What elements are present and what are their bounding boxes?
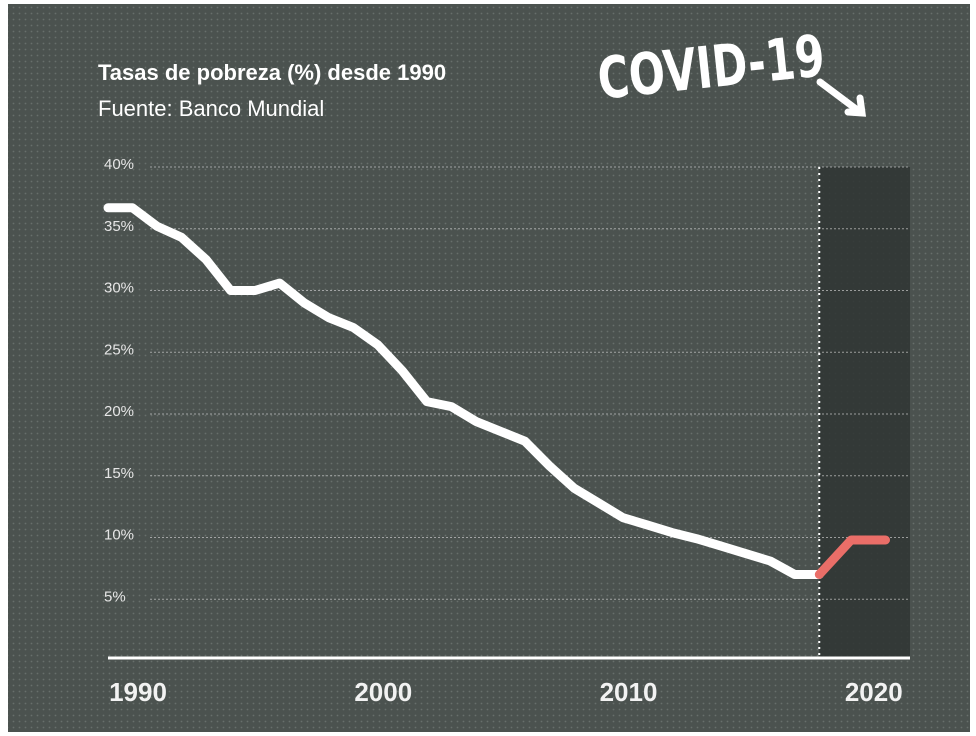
x-tick-label: 2010 xyxy=(600,677,658,707)
y-tick-label: 40% xyxy=(104,156,134,173)
y-tick-label: 30% xyxy=(104,280,134,297)
y-tick-label: 25% xyxy=(104,341,134,358)
chart-subtitle: Fuente: Banco Mundial xyxy=(98,96,324,121)
line-series xyxy=(103,203,824,579)
chart-title: Tasas de pobreza (%) desde 1990 xyxy=(98,60,446,85)
y-tick-label: 35% xyxy=(104,218,134,235)
y-tick-label: 20% xyxy=(104,403,134,420)
line-series xyxy=(814,535,890,579)
texture xyxy=(8,4,970,732)
x-tick-label: 2020 xyxy=(845,677,903,707)
y-tick-label: 5% xyxy=(104,588,126,605)
y-tick-label: 10% xyxy=(104,527,134,544)
x-tick-label: 2000 xyxy=(354,677,412,707)
y-tick-label: 15% xyxy=(104,465,134,482)
plot: 5% 10% 15% 20% 25% 30% 35% 40% 1990 2000 2010 2020 xyxy=(103,156,910,707)
covid-region xyxy=(819,167,910,658)
annotation-arrow xyxy=(816,78,867,117)
x-tick-label: 1990 xyxy=(109,677,167,707)
